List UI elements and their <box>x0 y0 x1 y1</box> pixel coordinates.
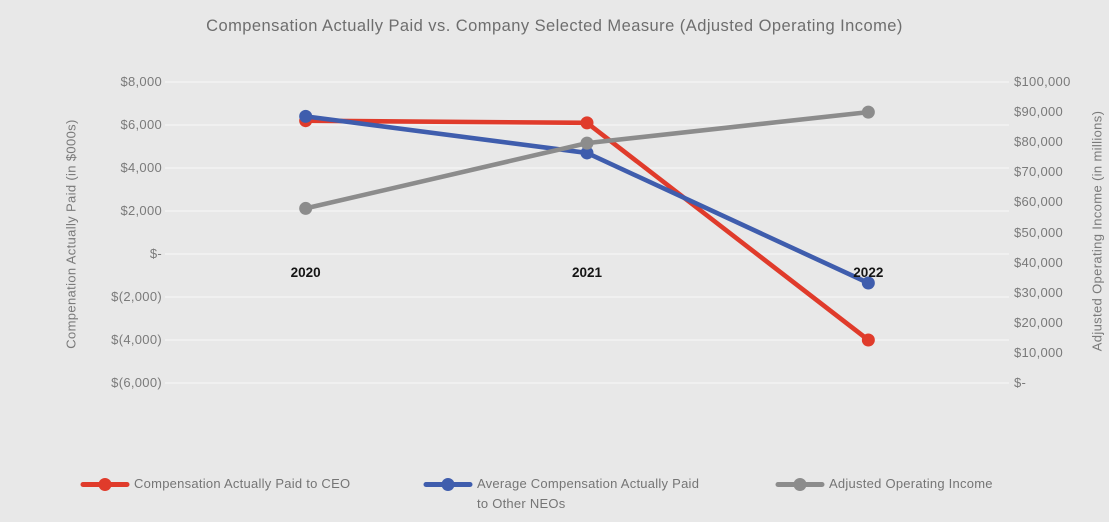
y-right-tick-label: $30,000 <box>1014 284 1064 300</box>
legend-label: Average Compensation Actually Paid to Ot… <box>477 476 700 511</box>
y-right-tick-label: $- <box>1014 375 1027 390</box>
y-left-tick-label: $2,000 <box>120 203 162 218</box>
legend-item: Average Compensation Actually Paid to Ot… <box>423 474 699 513</box>
legend-label: Compensation Actually Paid to CEO <box>134 476 351 491</box>
data-point-marker <box>299 201 313 215</box>
chart-title: Compensation Actually Paid vs. Company S… <box>206 17 903 35</box>
data-point-marker <box>861 276 875 290</box>
legend-item: Adjusted Operating Income <box>775 474 993 494</box>
y-right-tick-label: $40,000 <box>1014 254 1064 270</box>
y-right-tick-label: $90,000 <box>1014 104 1064 120</box>
data-point-marker <box>861 105 875 119</box>
x-tick-label: 2022 <box>853 265 884 280</box>
y-left-tick-label: $(2,000) <box>111 289 162 304</box>
legend-line-marker-icon <box>775 478 825 491</box>
y-right-tick-label: $70,000 <box>1014 164 1064 180</box>
y-right-tick-label: $10,000 <box>1014 344 1064 360</box>
x-tick-label: 2020 <box>290 265 321 280</box>
y-left-tick-label: $- <box>149 246 162 261</box>
legend-line-marker-icon <box>80 478 130 491</box>
y-right-tick-label: $50,000 <box>1014 224 1064 240</box>
data-point-marker <box>299 109 313 123</box>
y-left-tick-label: $8,000 <box>120 74 162 89</box>
y-right-tick-label: $80,000 <box>1014 134 1064 150</box>
data-point-marker <box>580 116 594 130</box>
data-point-marker <box>580 136 594 150</box>
y-right-tick-label: $60,000 <box>1014 194 1064 210</box>
data-point-marker <box>861 333 875 347</box>
legend-item: Compensation Actually Paid to CEO <box>80 474 350 494</box>
x-tick-label: 2021 <box>571 265 603 280</box>
legend-line-marker-icon <box>423 478 473 491</box>
data-point-marker <box>580 146 594 160</box>
y-right-tick-label: $20,000 <box>1014 314 1064 330</box>
legend-label: Adjusted Operating Income <box>829 476 993 491</box>
y-left-tick-label: $(4,000) <box>111 332 162 347</box>
y-right-tick-label: $100,000 <box>1014 74 1071 89</box>
y-left-tick-label: $6,000 <box>120 117 162 132</box>
y-left-tick-label: $4,000 <box>120 160 162 175</box>
y-left-tick-label: $(6,000) <box>111 375 162 390</box>
